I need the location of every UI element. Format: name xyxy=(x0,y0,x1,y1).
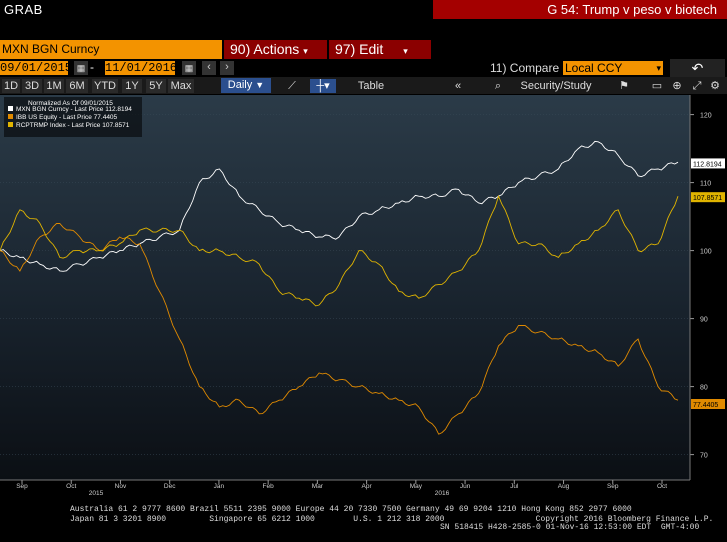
date-separator: - xyxy=(90,60,94,74)
legend-item: IBB US Equity - Last Price 77.4405 xyxy=(16,114,118,121)
dropdown-arrow-icon: ▼ xyxy=(255,80,265,90)
chevron-right-icon[interactable]: › xyxy=(220,61,234,75)
calendar-icon[interactable]: ▦ xyxy=(74,61,88,75)
edit-menu-button[interactable]: 97) Edit ▾ xyxy=(329,40,431,59)
chevron-left-icon[interactable]: ‹ xyxy=(202,61,216,75)
price-chart[interactable]: Sep Oct Nov Dec Jan Feb Mar Apr May Jun Jul Aug Sep O… xyxy=(0,95,727,495)
frequency-select[interactable]: Daily ▼ xyxy=(221,78,271,93)
last-price-box xyxy=(691,399,725,410)
range-button-6m[interactable]: 6M xyxy=(66,79,88,93)
last-price-label: 107.8571 xyxy=(693,195,722,202)
x-tick-label: Apr xyxy=(362,483,373,490)
edit-label: 97) Edit xyxy=(335,41,384,57)
dropdown-arrow-icon: ▾ xyxy=(656,63,661,73)
series-lines xyxy=(0,140,679,435)
currency-value: Local CCY xyxy=(565,61,623,75)
last-price-box xyxy=(691,192,725,203)
last-price-label: 112.8194 xyxy=(693,161,722,168)
y-tick-label: 90 xyxy=(700,317,708,324)
x-tick-label: Jan xyxy=(214,483,225,490)
range-button-1d[interactable]: 1D xyxy=(2,79,20,93)
x-tick-label: Aug xyxy=(558,483,570,490)
last-price-box xyxy=(691,158,725,169)
x-tick-label: Oct xyxy=(657,483,667,490)
range-button-1m[interactable]: 1M xyxy=(44,79,64,93)
series-line-0 xyxy=(0,140,679,272)
legend-swatch xyxy=(8,106,13,111)
chat-icon[interactable]: ▭ xyxy=(650,79,664,93)
ticker-field[interactable]: MXN BGN Curncy xyxy=(0,40,222,59)
legend-swatch xyxy=(8,114,13,119)
x-tick-label: Oct xyxy=(66,483,76,490)
legend-box xyxy=(4,97,142,137)
legend-item: RCPTRMP Index - Last Price 107.8571 xyxy=(16,122,130,129)
actions-label: 90) Actions xyxy=(230,41,300,57)
footer-session: SN 518415 H428-2585-0 01-Nov-16 12:53:00… xyxy=(440,523,700,532)
x-tick-label: May xyxy=(410,483,423,490)
range-button-3d[interactable]: 3D xyxy=(22,79,42,93)
fullscreen-icon[interactable]: ⤢ xyxy=(690,79,704,93)
table-label: Table xyxy=(357,80,385,92)
compare-label: 11) Compare xyxy=(490,61,560,75)
calendar-icon[interactable]: ▦ xyxy=(182,61,196,75)
x-axis: Sep Oct Nov Dec Jan Feb Mar Apr May Jun Jul Aug Sep O… xyxy=(0,479,690,495)
chevron-down-icon: ▾ xyxy=(303,46,308,56)
grab-label: GRAB xyxy=(4,2,43,17)
legend: Normalized As Of 09/01/2015 MXN BGN Curn… xyxy=(4,97,142,137)
y-tick-label: 100 xyxy=(700,249,712,256)
flag-icon[interactable]: ⚑ xyxy=(616,79,632,93)
series-line-1 xyxy=(0,222,679,435)
x-tick-label: Feb xyxy=(263,483,275,490)
collapse-icon[interactable]: « xyxy=(440,79,476,93)
x-tick-label: Jun xyxy=(460,483,471,490)
legend-header: Normalized As Of 09/01/2015 xyxy=(28,100,113,107)
plot-background xyxy=(0,95,690,480)
range-button-1y[interactable]: 1Y xyxy=(122,79,142,93)
year-label: 2016 xyxy=(435,490,450,495)
zoom-icon[interactable]: ⊕ xyxy=(670,79,684,93)
last-price-labels: 112.8194 107.8571 77.4405 xyxy=(691,158,725,410)
settings-icon[interactable]: ⚙ xyxy=(708,79,722,93)
year-label: 2015 xyxy=(89,490,104,495)
frequency-value: Daily xyxy=(227,79,253,91)
x-tick-label: Mar xyxy=(312,483,324,490)
search-icon[interactable]: ⌕ xyxy=(492,79,504,93)
x-tick-label: Jul xyxy=(510,483,519,490)
range-button-max[interactable]: Max xyxy=(168,79,194,93)
x-tick-label: Nov xyxy=(115,483,127,490)
y-tick-label: 120 xyxy=(700,113,712,120)
end-date-input[interactable]: 11/01/2016 xyxy=(105,61,178,75)
start-date-input[interactable]: 09/01/2015 xyxy=(0,61,73,75)
chevron-down-icon: ▾ xyxy=(403,46,408,56)
range-button-ytd[interactable]: YTD xyxy=(92,79,118,93)
x-tick-label: Dec xyxy=(164,483,176,490)
x-tick-label: Sep xyxy=(607,483,619,490)
legend-swatch xyxy=(8,122,13,127)
y-tick-label: 70 xyxy=(700,453,708,460)
legend-item: MXN BGN Curncy - Last Price 112.8194 xyxy=(16,106,132,113)
x-tick-label: Sep xyxy=(16,483,28,490)
security-study-button[interactable]: Security/Study xyxy=(504,79,608,93)
range-button-5y[interactable]: 5Y xyxy=(146,79,166,93)
actions-menu-button[interactable]: 90) Actions ▾ xyxy=(224,40,327,59)
footer-contacts-2: Japan 81 3 3201 8900 Singapore 65 6212 1… xyxy=(70,515,714,524)
table-icon[interactable]: Table xyxy=(345,79,397,93)
y-tick-label: 80 xyxy=(700,385,708,392)
y-axis: 70 80 90 100 110 120 xyxy=(689,95,712,480)
grid xyxy=(0,114,690,455)
security-study-label: Security/Study xyxy=(520,80,592,92)
footer-contacts-1: Australia 61 2 9777 8600 Brazil 5511 239… xyxy=(70,505,632,514)
currency-select[interactable]: Local CCY ▾ xyxy=(563,61,663,75)
undo-icon[interactable]: ↶ xyxy=(670,59,725,77)
line-chart-icon[interactable]: ⟋ xyxy=(282,79,302,93)
bar-chart-icon[interactable]: ┼▾ xyxy=(310,79,336,93)
chart-title: G 54: Trump v peso v biotech xyxy=(433,0,727,19)
last-price-label: 77.4405 xyxy=(693,402,718,409)
series-line-2 xyxy=(0,194,679,307)
y-tick-label: 110 xyxy=(700,181,711,188)
